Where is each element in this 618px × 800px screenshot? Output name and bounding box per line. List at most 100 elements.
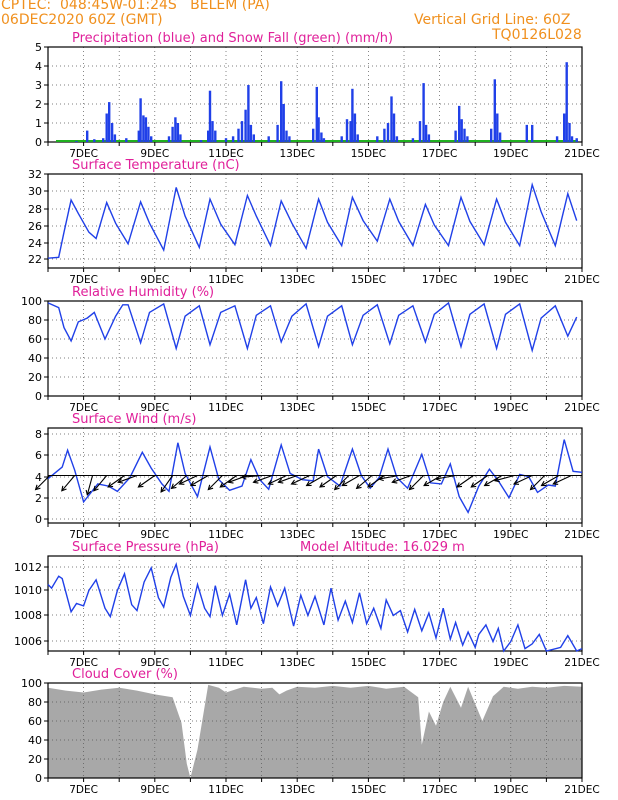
precip-bar <box>395 136 399 142</box>
precip-bar <box>317 117 320 142</box>
wind-arrow <box>190 475 209 486</box>
y-tick-label: 80 <box>28 314 42 327</box>
precip-bar <box>207 130 210 142</box>
y-tick-label: 1008 <box>14 609 42 622</box>
precip-bar <box>458 105 461 142</box>
precip-bar <box>247 85 250 142</box>
x-tick-label: 11DEC <box>208 148 243 160</box>
wind-arrow-head <box>207 484 214 491</box>
precip-bar <box>422 83 425 142</box>
precip-bar <box>108 102 111 142</box>
x-tick-label: 17DEC <box>422 657 457 669</box>
precip-bar <box>244 109 247 142</box>
precip-bar <box>386 123 390 142</box>
precip-bar <box>345 119 349 142</box>
wind-arrow-head <box>107 482 114 488</box>
wind-arrow-head <box>305 480 312 487</box>
wind-arrow-head <box>341 480 348 487</box>
precip-bar <box>171 126 174 142</box>
precip-bar <box>276 124 279 142</box>
wind-arrow-head <box>85 489 92 496</box>
precip-bar <box>463 128 466 142</box>
x-tick-label: 15DEC <box>351 148 386 160</box>
chart-wind: 0 2 4 6 8 7DEC 9DEC 11DEC 13DEC 15DEC 17DEC 19DEC 21… <box>34 412 600 541</box>
plot-area <box>48 174 582 268</box>
x-tick-label: 19DEC <box>493 529 528 541</box>
x-tick-label: 11DEC <box>208 274 243 286</box>
precip-bar <box>282 104 285 142</box>
x-tick-label: 19DEC <box>493 657 528 669</box>
precip-bar <box>179 134 182 142</box>
precip-bar <box>349 121 352 142</box>
x-tick-label: 21DEC <box>564 274 599 286</box>
wind-arrow <box>291 475 310 485</box>
y-tick-label: 24 <box>28 237 42 250</box>
precip-bar <box>466 136 469 142</box>
wind-arrow-head <box>377 475 384 482</box>
wind-arrow-head <box>267 479 274 485</box>
x-tick-label: 11DEC <box>208 784 243 796</box>
precip-bar <box>531 124 534 142</box>
y-tick-label: 6 <box>35 449 42 462</box>
wind-arrow <box>341 475 360 486</box>
wind-arrow-head <box>117 478 124 484</box>
precip-bar <box>315 86 318 142</box>
y-tick-label: 20 <box>28 371 42 384</box>
y-tick-label: 26 <box>28 220 42 233</box>
wind-arrow <box>278 474 298 483</box>
precip-bar <box>496 113 499 142</box>
humidity-series-line <box>47 301 578 354</box>
y-tick-label: 1012 <box>14 561 42 574</box>
wind-arrow <box>93 475 108 492</box>
wind-arrow-head <box>240 474 247 480</box>
wind-arrow <box>219 475 238 488</box>
y-tick-label: 3 <box>35 79 42 92</box>
precip-bar <box>312 128 315 142</box>
wind-arrow-head <box>367 482 374 488</box>
wind-arrow <box>118 474 138 483</box>
wind-arrow <box>179 475 198 485</box>
chart-pressure: 1006 1008 1010 1012 7DEC 9DEC 11DEC 13DEC 15DEC 1… <box>14 540 600 669</box>
x-tick-label: 11DEC <box>208 402 243 414</box>
precip-bar <box>150 136 153 142</box>
chart-precip: 0 1 2 3 4 5 7DEC 9DEC 11DEC 13DEC 15DEC 17DEC 19DEC 2… <box>35 31 600 160</box>
wind-arrow <box>160 475 174 493</box>
wind-arrow-head <box>434 475 441 482</box>
wind-arrow-head <box>391 478 398 484</box>
precip-bar <box>249 124 253 142</box>
x-tick-label: 15DEC <box>351 529 386 541</box>
x-tick-label: 7DEC <box>69 274 98 286</box>
chart-title: Surface Temperature (nC) <box>72 158 240 173</box>
wind-arrow <box>268 475 287 485</box>
wind-arrow-head <box>137 482 144 488</box>
precip-bar <box>240 121 244 142</box>
precip-bar <box>353 113 357 142</box>
temp-series-line <box>47 181 578 259</box>
header-date: 06DEC2020 60Z (GMT) <box>1 12 163 28</box>
wind-arrow <box>319 475 337 488</box>
precip-bar <box>390 96 393 142</box>
wind-arrow <box>552 475 572 485</box>
precip-bar <box>280 81 283 142</box>
wind-arrow-head <box>540 480 547 487</box>
chart-annotation: Model Altitude: 16.029 m <box>300 540 465 555</box>
x-tick-label: 7DEC <box>69 402 98 414</box>
y-tick-label: 1006 <box>14 635 42 648</box>
x-tick-label: 9DEC <box>140 529 169 541</box>
chart-temp: 22 24 26 28 30 32 7DEC 9DEC 11DEC 13DEC 15DEC 17DEC… <box>28 158 600 286</box>
x-tick-label: 19DEC <box>493 402 528 414</box>
precip-bar <box>322 138 326 142</box>
precip-bar <box>214 130 217 142</box>
precip-bar <box>86 130 89 142</box>
precip-bar <box>267 136 270 142</box>
x-tick-label: 15DEC <box>351 274 386 286</box>
precip-bar <box>563 113 566 142</box>
x-tick-label: 15DEC <box>351 402 386 414</box>
x-tick-label: 21DEC <box>564 402 599 414</box>
wind-series-line <box>47 439 583 515</box>
wind-arrow <box>378 474 399 480</box>
precip-bar <box>144 117 148 142</box>
wind-arrow-head <box>227 478 234 484</box>
y-tick-label: 2 <box>35 492 42 505</box>
